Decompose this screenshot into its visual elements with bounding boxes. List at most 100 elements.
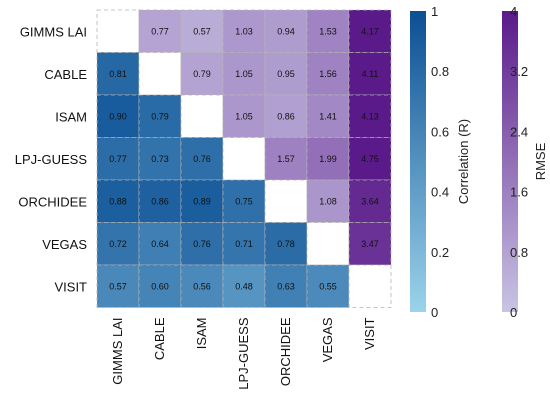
rmse-cell — [138, 9, 182, 53]
row-label: VISIT — [54, 279, 87, 294]
rmse-cell — [306, 94, 350, 138]
correlation-cell — [138, 264, 182, 308]
correlation-colorbar — [410, 11, 426, 312]
correlation-value-label: 0.78 — [277, 239, 295, 249]
rmse-cell — [264, 137, 308, 181]
correlation-cell — [96, 137, 140, 181]
colorbar-tick-label: 0 — [510, 305, 517, 320]
correlation-value-label: 0.79 — [151, 111, 169, 121]
correlation-value-label: 0.90 — [109, 111, 127, 121]
correlation-value-label: 0.60 — [151, 281, 169, 291]
rmse-value-label: 0.77 — [151, 26, 169, 36]
colorbar-tick-label: 1 — [431, 4, 438, 19]
correlation-colorbar-title: Correlation (R) — [456, 119, 471, 204]
correlation-value-label: 0.89 — [193, 196, 211, 206]
row-labels: GIMMS LAI CABLE ISAM LPJ-GUESS ORCHIDEE VEGAS… — [15, 24, 88, 294]
colorbars: 1 0.8 0.6 0.4 0.2 0 Correlation (R) 4 3.2 2.4 1.6 0… — [410, 4, 548, 320]
column-label: VEGAS — [320, 317, 335, 362]
correlation-value-label: 0.48 — [235, 281, 253, 291]
column-label: ISAM — [194, 318, 209, 350]
rmse-cell — [306, 179, 350, 223]
rmse-cell — [348, 179, 392, 223]
correlation-cell — [180, 264, 224, 308]
rmse-cell — [348, 222, 392, 266]
correlation-value-label: 0.57 — [109, 281, 127, 291]
row-label: ORCHIDEE — [18, 194, 87, 209]
rmse-value-label: 4.13 — [361, 111, 379, 121]
rmse-value-label: 1.57 — [277, 154, 295, 164]
correlation-value-label: 0.76 — [193, 154, 211, 164]
rmse-value-label: 0.79 — [193, 69, 211, 79]
colorbar-tick-label: 2.4 — [510, 124, 528, 139]
diagonal-cell — [180, 94, 224, 138]
correlation-value-label: 0.75 — [235, 196, 253, 206]
diagonal-cell — [96, 9, 140, 53]
rmse-colorbar-title: RMSE — [533, 142, 548, 180]
row-label: LPJ-GUESS — [15, 152, 88, 167]
rmse-colorbar — [502, 11, 518, 312]
correlation-cell — [264, 264, 308, 308]
correlation-value-label: 0.76 — [193, 239, 211, 249]
colorbar-tick-label: 3.2 — [510, 64, 528, 79]
correlation-cell — [306, 264, 350, 308]
correlation-cell — [96, 179, 140, 223]
colorbar-tick-label: 0.4 — [431, 185, 449, 200]
correlation-value-label: 0.71 — [235, 239, 253, 249]
correlation-cell — [138, 137, 182, 181]
column-labels: GIMMS LAI CABLE ISAM LPJ-GUESS ORCHIDEE VEGAS… — [110, 317, 377, 390]
colorbar-tick-label: 1.6 — [510, 185, 528, 200]
rmse-cell — [348, 52, 392, 96]
rmse-value-label: 1.53 — [319, 26, 337, 36]
rmse-value-label: 0.57 — [193, 26, 211, 36]
correlation-cell — [180, 179, 224, 223]
colorbar-tick-label: 0.8 — [431, 64, 449, 79]
correlation-value-label: 0.77 — [109, 154, 127, 164]
rmse-value-label: 4.11 — [362, 69, 379, 79]
correlation-value-label: 0.63 — [277, 281, 295, 291]
correlation-cell — [222, 264, 266, 308]
rmse-value-label: 1.56 — [319, 69, 337, 79]
correlation-value-label: 0.64 — [151, 239, 169, 249]
rmse-cell — [306, 137, 350, 181]
correlation-value-label: 0.73 — [151, 154, 169, 164]
rmse-cell — [348, 9, 392, 53]
column-label: CABLE — [152, 317, 167, 360]
rmse-value-label: 1.05 — [235, 69, 253, 79]
row-label: VEGAS — [42, 237, 87, 252]
rmse-cell — [180, 9, 224, 53]
column-label: ORCHIDEE — [278, 317, 293, 386]
diagonal-cell — [138, 52, 182, 96]
column-label: LPJ-GUESS — [236, 317, 251, 390]
colorbar-tick-label: 0.8 — [510, 245, 528, 260]
rmse-cell — [222, 9, 266, 53]
colorbar-tick-label: 0 — [431, 305, 438, 320]
correlation-cell — [222, 179, 266, 223]
column-label: GIMMS LAI — [110, 318, 125, 385]
correlation-value-label: 0.55 — [319, 281, 337, 291]
rmse-value-label: 0.94 — [277, 26, 295, 36]
diagonal-cell — [264, 179, 308, 223]
rmse-value-label: 4.75 — [361, 154, 379, 164]
rmse-cell — [264, 94, 308, 138]
colorbar-tick-label: 0.2 — [431, 245, 449, 260]
rmse-value-label: 1.99 — [319, 154, 337, 164]
row-label: GIMMS LAI — [20, 24, 87, 39]
correlation-value-label: 0.56 — [193, 281, 211, 291]
diagonal-cell — [306, 222, 350, 266]
rmse-value-label: 4.17 — [361, 26, 379, 36]
diagonal-cell — [222, 137, 266, 181]
correlation-cell — [180, 137, 224, 181]
rmse-value-label: 1.03 — [235, 26, 253, 36]
correlation-value-label: 0.88 — [109, 196, 127, 206]
correlation-cell — [96, 222, 140, 266]
correlation-value-label: 0.81 — [109, 69, 127, 79]
rmse-cell — [348, 94, 392, 138]
heatmap-grid: 0.77 0.57 1.03 0.94 1.53 4.17 0.81 0.79 1.05 0.95… — [96, 9, 392, 308]
rmse-cell — [180, 52, 224, 96]
correlation-cell — [138, 94, 182, 138]
rmse-value-label: 3.47 — [361, 239, 379, 249]
rmse-cell — [348, 137, 392, 181]
correlation-value-label: 0.86 — [151, 196, 169, 206]
rmse-value-label: 0.95 — [277, 69, 295, 79]
